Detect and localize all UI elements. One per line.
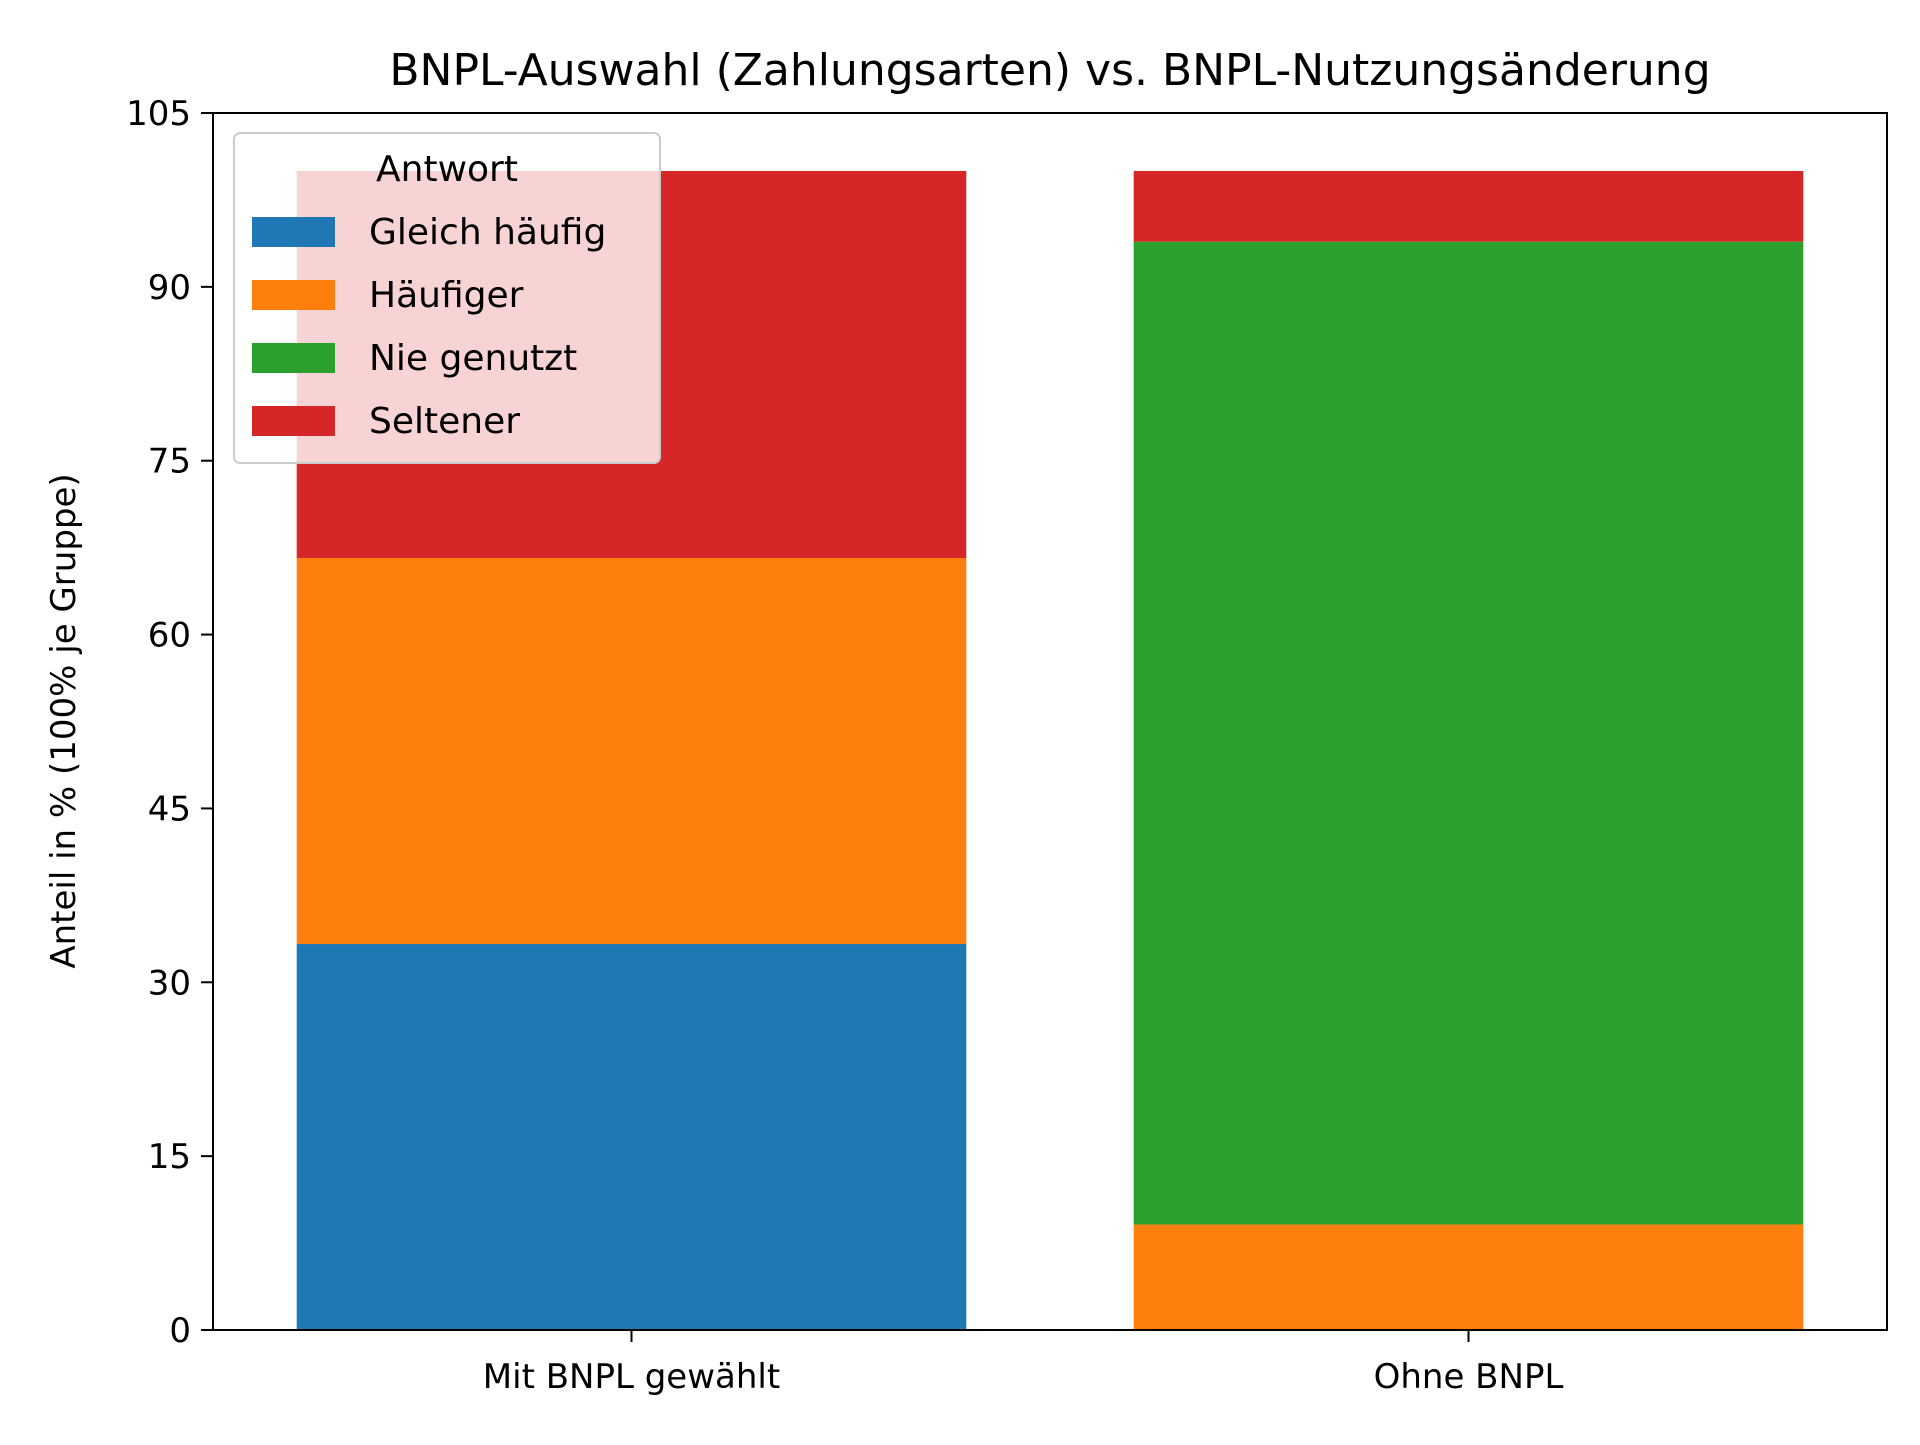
bar-ohne-bnpl-nie-genutzt — [1133, 241, 1804, 1225]
plot-frame — [212, 112, 1888, 1331]
legend-label-gleich-haeufig: Gleich häufig — [369, 212, 606, 253]
chart-title: BNPL-Auswahl (Zahlungsarten) vs. BNPL-Nu… — [389, 45, 1710, 96]
x-tick-label: Mit BNPL gewählt — [483, 1357, 780, 1397]
bars-layer — [296, 170, 1804, 1330]
y-tick-label: 90 — [148, 268, 191, 308]
y-ticks: 0 15 30 45 60 75 90 105 — [126, 94, 213, 1351]
legend-label-nie-genutzt: Nie genutzt — [369, 338, 577, 379]
x-tick-label: Ohne BNPL — [1374, 1357, 1564, 1397]
y-tick-label: 105 — [126, 94, 191, 134]
bar-mit-bnpl-gewaehlt-haeufiger — [296, 558, 967, 945]
y-tick-label: 45 — [148, 789, 191, 829]
legend-swatch-seltener — [252, 406, 335, 436]
legend-items: Gleich häufig Häufiger Nie genutzt Seltener — [252, 212, 606, 442]
legend-title: Antwort — [376, 149, 518, 190]
legend-label-seltener: Seltener — [369, 401, 520, 442]
legend-label-haeufiger: Häufiger — [369, 275, 524, 316]
legend: Antwort Gleich häufig Häufiger Nie genutzt… — [233, 132, 661, 464]
bar-ohne-bnpl-seltener — [1133, 170, 1804, 242]
bar-ohne-bnpl-haeufiger — [1133, 1224, 1804, 1330]
y-tick-label: 15 — [148, 1137, 191, 1177]
axes-layer — [212, 112, 1888, 1331]
y-tick-label: 0 — [169, 1311, 191, 1351]
y-tick-label: 75 — [148, 442, 191, 482]
y-axis-label: Anteil in % (100% je Gruppe) — [44, 473, 84, 968]
legend-box — [233, 132, 661, 464]
y-tick-label: 30 — [148, 963, 191, 1003]
x-ticks: Mit BNPL gewählt Ohne BNPL — [483, 1330, 1564, 1397]
y-tick-label: 60 — [148, 616, 191, 656]
bar-mit-bnpl-gewaehlt-gleich-haeufig — [296, 944, 967, 1330]
legend-swatch-gleich-haeufig — [252, 217, 335, 247]
legend-swatch-haeufiger — [252, 280, 335, 310]
legend-swatch-nie-genutzt — [252, 343, 335, 373]
